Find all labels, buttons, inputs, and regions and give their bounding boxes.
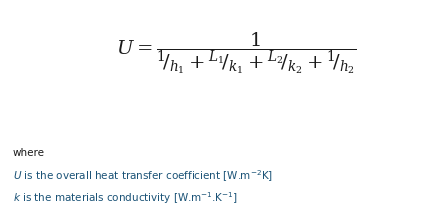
Text: where: where (13, 148, 45, 158)
Text: $\mathit{k}$ is the materials conductivity [W.m$^{-1}$.K$^{-1}$]: $\mathit{k}$ is the materials conductivi… (13, 190, 238, 206)
Text: $\mathit{U}$ is the overall heat transfer coefficient [W.m$^{-2}$K]: $\mathit{U}$ is the overall heat transfe… (13, 169, 273, 184)
Text: $\mathit{U} = \dfrac{1}{\mathit{^{1}\!/_{h_{1}}} + \mathit{^{L_{1}}\!/_{k_{1}}} : $\mathit{U} = \dfrac{1}{\mathit{^{1}\!/_… (116, 30, 357, 76)
